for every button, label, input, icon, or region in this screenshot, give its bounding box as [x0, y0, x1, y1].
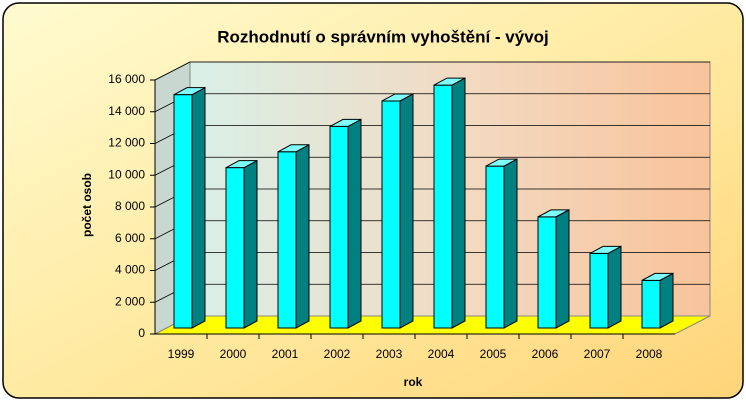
bar-front — [329, 125, 349, 329]
y-tick-label: 10 000 — [108, 167, 145, 181]
bar-top — [589, 245, 622, 254]
bar — [225, 159, 258, 329]
x-tick-label: 2002 — [324, 347, 351, 361]
y-axis-label: počet osob — [80, 173, 94, 237]
bar — [641, 272, 674, 329]
bar-top — [329, 118, 362, 127]
bar-front — [537, 216, 557, 329]
y-tick-label: 12 000 — [108, 136, 145, 150]
bar-front — [173, 94, 193, 329]
bar — [589, 245, 622, 329]
bar-side — [399, 93, 414, 329]
bar — [381, 93, 414, 329]
bar — [537, 209, 570, 329]
y-tick-label: 8 000 — [115, 199, 145, 213]
bar-front — [277, 151, 297, 329]
bar-front — [641, 279, 661, 329]
bar-side — [347, 118, 362, 329]
y-tick-label: 6 000 — [115, 231, 145, 245]
bar-top — [225, 160, 258, 169]
bar-side — [451, 77, 466, 329]
x-axis-label: rok — [404, 375, 423, 389]
x-tick-label: 2003 — [376, 347, 403, 361]
x-tick-label: 2008 — [636, 347, 663, 361]
x-tick-label: 2007 — [584, 347, 611, 361]
bar — [433, 77, 466, 329]
y-tick-label: 4 000 — [115, 263, 145, 277]
x-tick-label: 1999 — [168, 347, 195, 361]
x-tick-label: 2006 — [532, 347, 559, 361]
bar-side — [503, 158, 518, 329]
x-tick-label: 2005 — [480, 347, 507, 361]
bar-top — [537, 209, 570, 218]
bar-front — [589, 252, 609, 329]
bar-front — [381, 100, 401, 329]
bar-front — [433, 84, 453, 329]
chart-title: Rozhodnutí o správním vyhoštění - vývoj — [217, 27, 549, 46]
grid-line — [154, 61, 710, 81]
x-tick-label: 2004 — [428, 347, 455, 361]
bar-side — [555, 209, 570, 329]
bar-top — [173, 87, 206, 96]
bar-top — [641, 272, 674, 281]
bar-front — [225, 167, 245, 329]
bar-top — [381, 93, 414, 102]
bar-side — [243, 159, 258, 329]
bar — [277, 143, 310, 329]
x-tick-label: 2000 — [220, 347, 247, 361]
bar — [173, 86, 206, 329]
bar — [485, 158, 518, 329]
bar-top — [433, 77, 466, 86]
y-tick-label: 2 000 — [115, 294, 145, 308]
bar-front — [485, 165, 505, 329]
y-tick-label: 16 000 — [108, 72, 145, 86]
bar-side — [607, 245, 622, 329]
y-tick-label: 14 000 — [108, 104, 145, 118]
y-tick-label: 0 — [138, 326, 145, 340]
bar-side — [295, 143, 310, 329]
bar-side — [191, 86, 206, 329]
bar-top — [277, 144, 310, 153]
x-tick-label: 2001 — [272, 347, 299, 361]
bar-side — [659, 272, 674, 329]
bar — [329, 118, 362, 329]
bar-top — [485, 158, 518, 167]
